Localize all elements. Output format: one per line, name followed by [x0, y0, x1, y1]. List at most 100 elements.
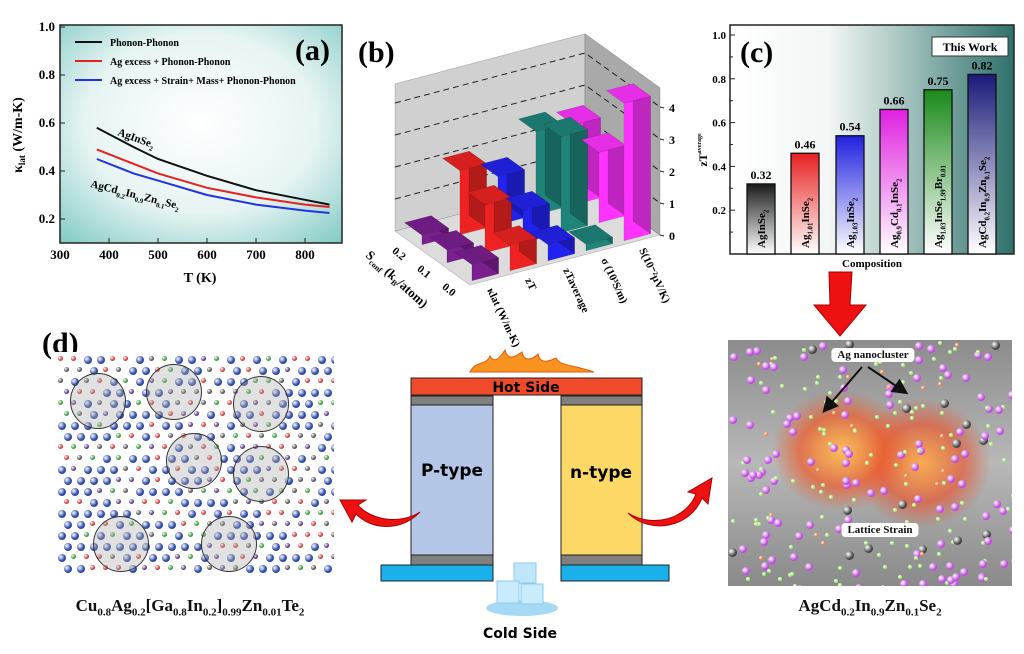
atom: [793, 411, 802, 420]
atom: [920, 403, 925, 408]
atom: [940, 433, 945, 438]
atom: [759, 466, 764, 471]
atom: [181, 543, 190, 551]
x-tick-label: 400: [99, 247, 119, 262]
atom: [746, 348, 755, 357]
atom: [917, 544, 927, 554]
atom: [864, 543, 874, 553]
atom: [181, 499, 190, 507]
atom: [324, 455, 330, 460]
atom: [155, 565, 161, 570]
atom: [188, 532, 194, 537]
atom: [879, 369, 884, 374]
z-tick: [659, 202, 665, 205]
atom: [142, 499, 148, 504]
atom: [123, 488, 129, 493]
atom: [84, 466, 93, 474]
lattice-strain-label: Lattice Strain: [841, 523, 919, 537]
atom: [829, 494, 834, 499]
atom: [142, 411, 151, 419]
atom: [214, 356, 220, 361]
atom: [977, 574, 986, 583]
atom: [875, 414, 880, 419]
x-axis-label: T (K): [184, 271, 217, 286]
atom: [978, 435, 988, 445]
atom: [936, 540, 945, 549]
atom: [743, 456, 752, 465]
atom: [821, 431, 826, 436]
atom: [227, 444, 236, 452]
atom: [149, 422, 155, 427]
atom: [318, 554, 324, 559]
atom: [944, 580, 949, 585]
atom: [58, 422, 67, 430]
atom: [834, 578, 839, 583]
atom: [188, 488, 194, 493]
atom: [58, 488, 67, 496]
bar-top-face: [605, 83, 652, 104]
atom: [168, 499, 174, 504]
atom: [318, 378, 324, 383]
atom: [266, 510, 272, 515]
atom: [807, 458, 816, 467]
atom: [788, 572, 793, 577]
atom: [311, 367, 320, 375]
atom: [311, 499, 320, 507]
nanoprecipitate-circle: [93, 516, 149, 572]
z-tick-label: 1: [669, 197, 675, 211]
bar-category-label: Ag1.03InSe1.99Br0.01: [933, 165, 947, 248]
atom: [1006, 506, 1011, 511]
atom: [890, 541, 895, 546]
atom: [920, 552, 925, 557]
atom: [769, 362, 778, 371]
y-tick-label: 0.4: [712, 161, 726, 173]
atom: [962, 517, 967, 522]
atom: [898, 400, 903, 405]
column-label: S(10⁻²μV/K): [636, 246, 672, 305]
bar-3d: [491, 225, 538, 272]
atom: [758, 556, 763, 561]
bar-3d: [504, 190, 551, 244]
down-arrow-icon: [812, 271, 868, 337]
row-label: 0.1: [415, 263, 433, 281]
atom: [756, 522, 761, 527]
atom: [823, 400, 828, 405]
atom: [311, 565, 317, 570]
atom: [837, 374, 842, 379]
atom: [1011, 494, 1012, 499]
atom: [292, 554, 301, 562]
column-label: κlat (W/m-K): [484, 286, 522, 349]
gridline: [394, 52, 661, 108]
atom: [305, 422, 314, 430]
panel-c-bar-chart: 0.2 0.4 0.6 0.8 1.0 0.32 AgInSe2 0.46 Ag1.01InS…: [696, 24, 1015, 270]
atom: [768, 556, 777, 565]
atom: [97, 356, 106, 364]
bar-3d: [605, 83, 652, 242]
atom: [909, 371, 914, 376]
atom: [116, 455, 122, 460]
atom: [311, 455, 317, 460]
curved-arrow-left-icon: [339, 499, 421, 527]
bar: [923, 89, 953, 255]
ice-cubes-icon: [486, 562, 558, 616]
atom: [168, 543, 177, 551]
atom: [227, 510, 233, 515]
atom: [728, 548, 738, 558]
atom: [285, 433, 291, 438]
atom: [946, 475, 955, 484]
atom: [90, 477, 99, 485]
atom: [937, 340, 942, 345]
atom: [947, 349, 952, 354]
atom: [123, 400, 132, 408]
atom: [331, 422, 334, 430]
atom: [58, 510, 67, 518]
atom: [298, 477, 304, 482]
flame-icon: [469, 348, 595, 373]
atom: [259, 565, 268, 573]
atom: [142, 455, 151, 463]
atom: [985, 406, 990, 411]
bar-category-label: AgCd0.2In0.9Zn0.1Se2: [977, 156, 991, 248]
atom: [741, 460, 746, 465]
atom: [852, 497, 857, 502]
atom: [952, 572, 961, 581]
